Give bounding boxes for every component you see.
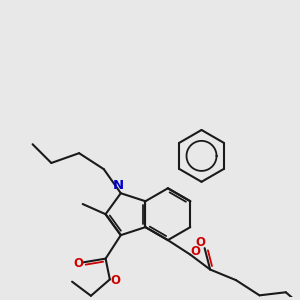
Text: O: O	[190, 245, 200, 258]
Text: N: N	[113, 179, 124, 192]
Text: O: O	[110, 274, 120, 287]
Text: O: O	[73, 257, 83, 271]
Text: O: O	[195, 236, 205, 249]
